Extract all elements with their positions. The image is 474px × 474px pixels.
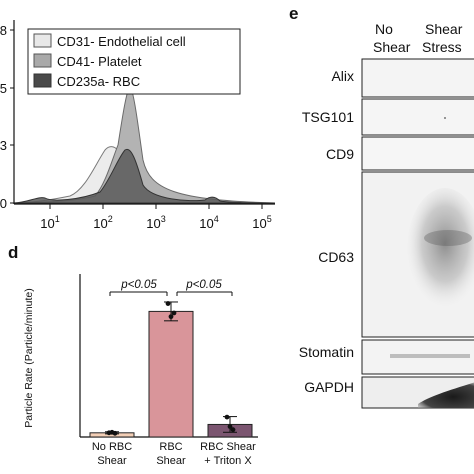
hist-x-tick-label: 104 bbox=[199, 214, 218, 231]
data-point bbox=[112, 430, 118, 436]
comparison-label: p<0.05 bbox=[120, 279, 157, 291]
hist-x-tick-label: 102 bbox=[93, 214, 112, 231]
panel-d-letter: d bbox=[8, 243, 18, 262]
bar-plot-area bbox=[79, 274, 258, 438]
column-header: Shear bbox=[425, 21, 463, 37]
blot-tsg101 bbox=[361, 98, 474, 136]
column-header: No bbox=[375, 21, 393, 37]
legend-box bbox=[27, 28, 241, 95]
hist-x-tick-label: 103 bbox=[146, 214, 165, 231]
hist-y-tick-label: 3 bbox=[0, 138, 7, 153]
column-header: Shear bbox=[373, 39, 411, 55]
stomatin-band bbox=[390, 354, 470, 358]
data-point bbox=[224, 414, 230, 420]
hist-x-tick-labels: 101 102 103 104 105 bbox=[40, 214, 271, 231]
gapdh-band bbox=[418, 382, 474, 408]
blot-cd9 bbox=[361, 136, 474, 171]
bar bbox=[148, 310, 194, 438]
category-label: No RBC bbox=[92, 441, 132, 453]
cd41-distribution bbox=[13, 85, 276, 204]
blot-row-label: GAPDH bbox=[304, 379, 354, 395]
blot-row-label: Stomatin bbox=[299, 344, 354, 360]
category-label: RBC Shear bbox=[200, 441, 256, 453]
hist-y-ticks: 8 5 3 0 bbox=[0, 23, 14, 211]
legend-swatch-cd41 bbox=[33, 53, 52, 68]
hist-x-tick-label: 101 bbox=[40, 214, 59, 231]
bracket-2 bbox=[176, 291, 233, 296]
column-header: Stress bbox=[422, 39, 462, 55]
panel-e-letter: e bbox=[289, 4, 298, 23]
legend-swatch-cd235a bbox=[33, 73, 52, 88]
panel-e: e No Shear Shear Stress Alix TSG101 CD9 … bbox=[289, 4, 474, 409]
data-point bbox=[165, 301, 171, 306]
blot-cd63 bbox=[361, 171, 474, 338]
blot-row-label: CD63 bbox=[318, 249, 354, 265]
hist-x-tick-label: 105 bbox=[252, 214, 271, 231]
legend-label: CD31- Endothelial cell bbox=[57, 34, 186, 49]
hist-y-tick-label: 5 bbox=[0, 81, 7, 96]
hist-y-tick-label: 8 bbox=[0, 23, 7, 38]
blot-gapdh bbox=[361, 376, 474, 409]
blot-stomatin bbox=[361, 339, 474, 375]
bracket-1 bbox=[109, 291, 168, 296]
data-point bbox=[230, 427, 236, 433]
blot-row-label: TSG101 bbox=[302, 109, 354, 125]
comparison-label: p<0.05 bbox=[185, 279, 222, 291]
legend-label: CD41- Platelet bbox=[57, 54, 142, 69]
legend-label: CD235a- RBC bbox=[57, 74, 140, 89]
bar-y-axis-title: Particle Rate (Particle/minute) bbox=[23, 288, 35, 427]
data-point bbox=[227, 424, 233, 429]
panel-d: d Particle Rate (Particle/minute) p<0.05… bbox=[8, 243, 258, 467]
cd63-band bbox=[407, 188, 474, 312]
blot-alix bbox=[361, 58, 474, 98]
hist-y-tick-label: 0 bbox=[0, 196, 7, 211]
significance-brackets bbox=[109, 291, 233, 296]
category-label: Shear bbox=[156, 455, 186, 467]
data-point bbox=[171, 310, 177, 316]
hist-x-ticks bbox=[49, 204, 263, 209]
blot-row-label: CD9 bbox=[326, 146, 354, 162]
flow-histogram: 8 5 3 0 101 102 103 104 105 CD31- Endoth… bbox=[0, 20, 276, 231]
category-label: Shear bbox=[97, 455, 127, 467]
cd235a-distribution bbox=[13, 148, 276, 204]
blot-row-label: Alix bbox=[331, 68, 354, 84]
bar-category-labels: No RBC Shear RBC Shear RBC Shear + Trito… bbox=[92, 441, 256, 467]
blot-speck bbox=[444, 117, 446, 119]
legend-swatch-cd31 bbox=[33, 33, 52, 48]
cd63-band-core bbox=[424, 230, 472, 246]
category-label: RBC bbox=[159, 441, 182, 453]
hist-legend: CD31- Endothelial cell CD41- Platelet CD… bbox=[27, 28, 241, 95]
data-point bbox=[168, 314, 174, 320]
category-label: + Triton X bbox=[204, 455, 252, 467]
